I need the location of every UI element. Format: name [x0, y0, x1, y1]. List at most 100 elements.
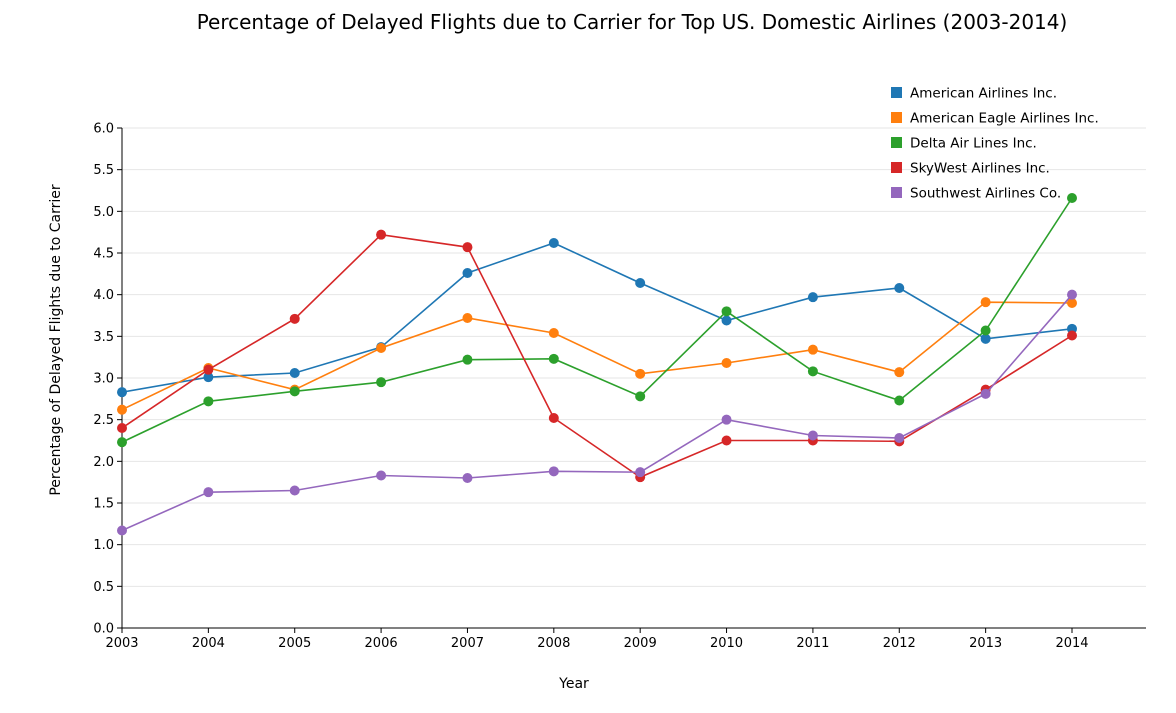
data-point[interactable] [203, 396, 214, 407]
legend: American Airlines Inc. American Eagle Air… [891, 86, 1099, 202]
data-point[interactable] [807, 366, 818, 377]
y-tick-label: 3.0 [93, 372, 114, 387]
series-2 [117, 193, 1077, 448]
y-tick-label: 2.0 [93, 455, 114, 470]
data-point[interactable] [203, 372, 214, 383]
y-tick-label: 6.0 [93, 122, 114, 137]
x-tick-label: 2014 [1055, 636, 1088, 651]
y-tick-label: 5.0 [93, 205, 114, 220]
legend-label: SkyWest Airlines Inc. [910, 161, 1050, 177]
x-tick-label: 2004 [192, 636, 225, 651]
y-tick-label: 3.5 [93, 330, 114, 345]
x-tick-label: 2009 [624, 636, 657, 651]
data-point[interactable] [117, 404, 127, 415]
legend-swatch [891, 187, 902, 198]
data-point[interactable] [548, 413, 559, 423]
y-tick-label: 0.5 [93, 580, 114, 595]
y-tick-label: 1.5 [93, 497, 114, 512]
data-point[interactable] [721, 435, 732, 446]
data-point[interactable] [807, 292, 818, 303]
data-point[interactable] [462, 354, 473, 365]
legend-swatch [891, 162, 902, 173]
x-tick-label: 2007 [451, 636, 484, 651]
x-tick-label: 2011 [796, 636, 829, 651]
data-point[interactable] [721, 306, 732, 317]
data-point[interactable] [376, 343, 387, 353]
y-axis-label: Percentage of Delayed Flights due to Car… [48, 184, 64, 496]
data-point[interactable] [894, 367, 905, 378]
data-point[interactable] [462, 473, 473, 483]
data-point[interactable] [635, 391, 646, 402]
legend-swatch [891, 137, 902, 148]
x-tick-label: 2003 [105, 636, 138, 651]
legend-label: American Airlines Inc. [910, 86, 1057, 102]
x-tick-label: 2005 [278, 636, 311, 651]
series-line [121, 242, 1073, 393]
data-point[interactable] [289, 386, 300, 397]
data-point[interactable] [635, 368, 646, 379]
chart-title: Percentage of Delayed Flights due to Car… [197, 10, 1068, 34]
data-point[interactable] [203, 487, 214, 498]
series-line [121, 197, 1073, 443]
x-tick-label: 2006 [365, 636, 398, 651]
data-point[interactable] [117, 423, 127, 433]
data-point[interactable] [635, 278, 646, 288]
data-point[interactable] [117, 525, 127, 536]
x-tick-label: 2008 [537, 636, 570, 651]
y-tick-label: 4.5 [93, 247, 114, 262]
y-axis-ticks: 0.0 0.5 1.0 1.5 2.0 2.5 3.0 3.5 4.0 4.5 5.0 5.5 6.0 [93, 122, 122, 637]
data-point[interactable] [203, 364, 214, 375]
data-point[interactable] [980, 297, 991, 308]
legend-swatch [891, 87, 902, 98]
data-point[interactable] [462, 242, 473, 253]
data-point[interactable] [548, 466, 559, 477]
data-point[interactable] [1067, 298, 1077, 308]
data-point[interactable] [289, 368, 300, 378]
data-point[interactable] [980, 325, 991, 336]
series-1 [117, 297, 1077, 415]
data-point[interactable] [721, 315, 732, 326]
legend-label: Southwest Airlines Co. [910, 186, 1061, 202]
data-point[interactable] [894, 283, 905, 293]
data-point[interactable] [1067, 193, 1077, 203]
data-point[interactable] [1067, 289, 1077, 300]
data-point[interactable] [117, 437, 127, 448]
series-line [121, 294, 1073, 532]
data-point[interactable] [1067, 330, 1077, 341]
data-point[interactable] [289, 313, 300, 324]
data-point[interactable] [462, 268, 473, 278]
data-point[interactable] [117, 387, 127, 398]
data-point[interactable] [894, 433, 905, 443]
data-point[interactable] [635, 467, 646, 478]
data-point[interactable] [376, 229, 387, 240]
gridlines [122, 127, 1146, 587]
y-tick-label: 2.5 [93, 413, 114, 428]
data-point[interactable] [548, 328, 559, 338]
series-line [121, 301, 1073, 411]
data-point[interactable] [807, 430, 818, 441]
legend-label: Delta Air Lines Inc. [910, 136, 1037, 152]
x-tick-label: 2012 [883, 636, 916, 651]
data-point[interactable] [980, 333, 991, 344]
y-tick-label: 5.5 [93, 163, 114, 178]
x-tick-label: 2013 [969, 636, 1002, 651]
data-point[interactable] [721, 414, 732, 425]
x-tick-label: 2010 [710, 636, 743, 651]
data-point[interactable] [548, 353, 559, 364]
series-group [117, 193, 1077, 536]
data-point[interactable] [980, 388, 991, 399]
data-point[interactable] [462, 313, 473, 323]
data-point[interactable] [721, 358, 732, 368]
x-axis-label: Year [558, 676, 589, 692]
data-point[interactable] [376, 377, 387, 388]
y-tick-label: 1.0 [93, 538, 114, 553]
series-line [121, 233, 1073, 479]
y-tick-label: 4.0 [93, 288, 114, 303]
data-point[interactable] [289, 485, 300, 496]
data-point[interactable] [548, 238, 559, 248]
data-point[interactable] [894, 395, 905, 406]
data-point[interactable] [376, 470, 387, 481]
data-point[interactable] [807, 344, 818, 355]
series-4 [117, 289, 1077, 536]
